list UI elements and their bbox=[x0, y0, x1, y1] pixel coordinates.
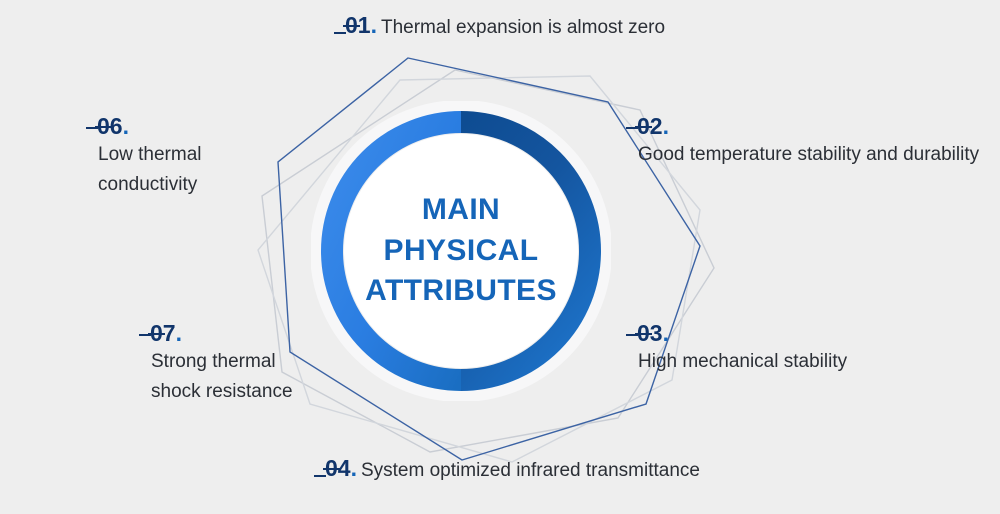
ring-arc-dark bbox=[460, 111, 601, 391]
callout-03-description: High mechanical stability bbox=[638, 351, 848, 372]
callout-04-description: System optimized infrared transmittance bbox=[360, 460, 700, 481]
callout-03[interactable]: 03. High mechanical stability bbox=[626, 322, 847, 377]
center-title-line-2: PHYSICAL bbox=[383, 233, 539, 267]
callout-02-description: Good temperature stability and durabilit… bbox=[638, 144, 980, 165]
callout-02-row: 02. bbox=[626, 115, 979, 138]
callout-06-description: Low thermal conductivity bbox=[98, 144, 202, 196]
callout-01-row: 01. Thermal expansion is almost zero bbox=[334, 13, 665, 43]
callout-06-number: 06. bbox=[97, 113, 129, 139]
leader-dash-icon bbox=[626, 333, 638, 336]
callout-01-description: Thermal expansion is almost zero bbox=[380, 17, 666, 38]
leader-dash-icon bbox=[334, 32, 346, 34]
leader-dash-icon bbox=[626, 126, 638, 129]
center-title-line-3: ATTRIBUTES bbox=[365, 274, 557, 308]
callout-07[interactable]: 07. Strong thermal shock resistance bbox=[139, 322, 293, 408]
callout-03-number: 03. bbox=[637, 320, 669, 346]
callout-06-row: 06. bbox=[86, 115, 202, 138]
leader-dash-icon bbox=[86, 126, 98, 129]
center-title-line-1: MAIN bbox=[421, 193, 501, 227]
callout-07-number: 07. bbox=[150, 320, 182, 346]
leader-dash-icon bbox=[139, 333, 151, 336]
callout-01[interactable]: 01. Thermal expansion is almost zero bbox=[334, 13, 665, 43]
callout-01-number: 01. bbox=[345, 12, 377, 38]
central-ring: MAIN PHYSICAL ATTRIBUTES bbox=[311, 101, 611, 401]
callout-03-row: 03. bbox=[626, 322, 847, 345]
leader-dash-icon bbox=[314, 475, 326, 477]
callout-07-description: Strong thermal shock resistance bbox=[151, 351, 293, 403]
callout-04[interactable]: 04. System optimized infrared transmitta… bbox=[314, 456, 700, 486]
callout-07-row: 07. bbox=[139, 322, 293, 345]
callout-04-row: 04. System optimized infrared transmitta… bbox=[314, 456, 700, 486]
callout-02[interactable]: 02. Good temperature stability and durab… bbox=[626, 115, 979, 170]
callout-04-number: 04. bbox=[325, 455, 357, 481]
callout-02-number: 02. bbox=[637, 113, 669, 139]
center-title: MAIN PHYSICAL ATTRIBUTES bbox=[311, 101, 611, 401]
callout-06[interactable]: 06. Low thermal conductivity bbox=[86, 115, 202, 201]
ring-arc-bright bbox=[321, 111, 462, 391]
ring-graphic bbox=[311, 101, 611, 401]
